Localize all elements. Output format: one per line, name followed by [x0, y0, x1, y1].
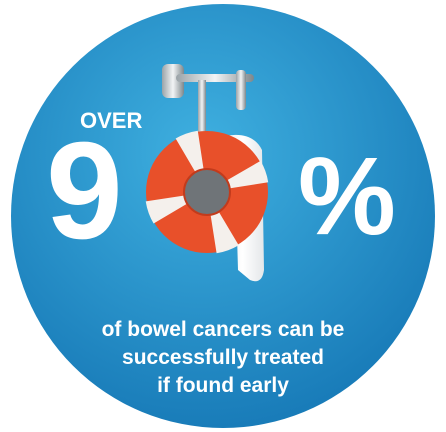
prefix-text: OVER	[80, 108, 142, 133]
caption-line: successfully treated	[122, 346, 324, 369]
percent-symbol: %	[298, 135, 396, 258]
life-ring	[145, 130, 269, 254]
toilet-roll-holder	[162, 64, 254, 170]
caption-line: of bowel cancers can be	[102, 318, 345, 341]
caption-line: if found early	[157, 374, 289, 397]
digit-text: 9	[46, 114, 123, 268]
